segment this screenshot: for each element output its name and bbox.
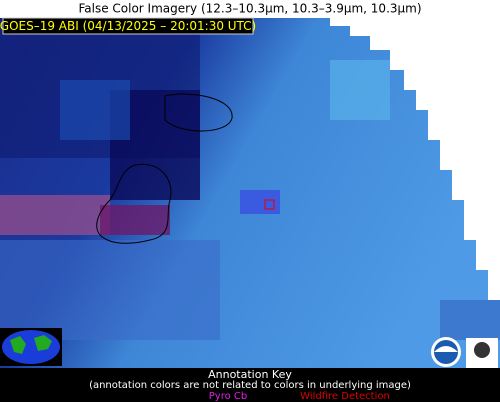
key-item: Wildfire Detection <box>300 391 390 402</box>
noaa-logo <box>431 337 461 367</box>
label-box <box>2 17 254 35</box>
key-title: Annotation Key <box>208 368 292 381</box>
cimss-logo <box>466 338 498 368</box>
key-note: (annotation colors are not related to co… <box>89 380 411 391</box>
title: False Color Imagery (12.3–10.3µm, 10.3–3… <box>78 2 421 16</box>
image-label: GOES–19 ABI (04/13/2025 – 20:01:30 UTC) <box>0 19 256 33</box>
key-bar <box>0 368 500 402</box>
globe-icon <box>0 328 62 366</box>
satellite-image <box>0 18 500 368</box>
title-bar <box>0 0 500 18</box>
key-item: Pyro Cb <box>209 391 247 402</box>
